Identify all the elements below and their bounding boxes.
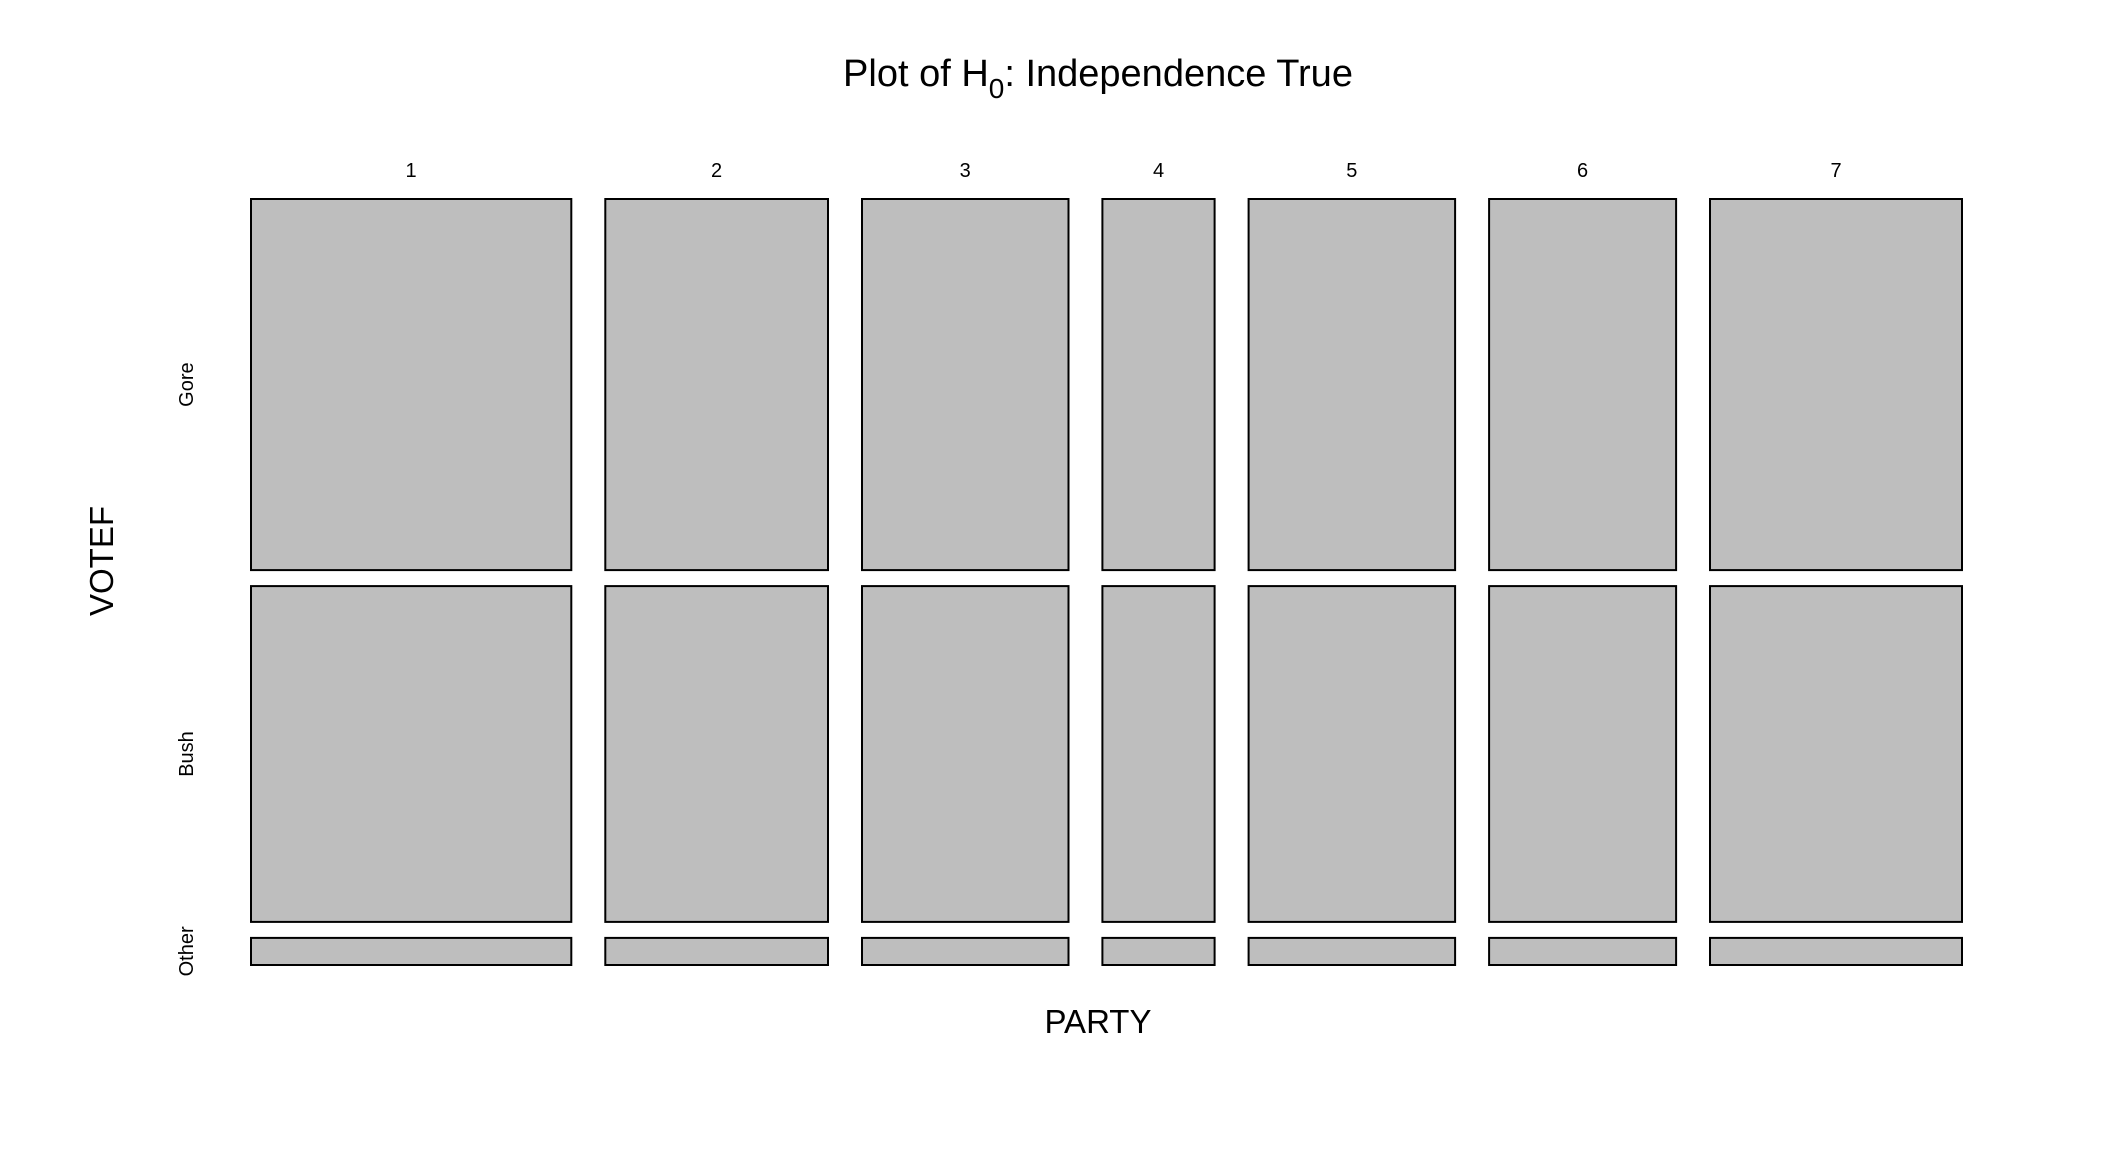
tile-2-gore bbox=[604, 198, 829, 572]
x-tick-label-7: 7 bbox=[1830, 160, 1841, 182]
x-tick-label-2: 2 bbox=[711, 160, 722, 182]
y-axis-label: VOTEF bbox=[83, 506, 120, 616]
tile-6-gore bbox=[1488, 198, 1678, 572]
tile-6-bush bbox=[1488, 585, 1678, 923]
y-tick-label-gore: Gore bbox=[176, 362, 198, 406]
tile-7-other bbox=[1709, 936, 1963, 967]
tile-2-bush bbox=[604, 585, 829, 923]
tile-6-other bbox=[1488, 936, 1678, 967]
tile-4-other bbox=[1101, 936, 1216, 967]
x-tick-label-6: 6 bbox=[1577, 160, 1588, 182]
x-axis-label: PARTY bbox=[1045, 1003, 1152, 1040]
mosaic-tiles bbox=[250, 198, 1963, 967]
y-tick-labels: Gore Bush Other bbox=[176, 362, 198, 976]
tile-3-gore bbox=[861, 198, 1070, 572]
tile-3-other bbox=[861, 936, 1070, 967]
tile-1-bush bbox=[250, 585, 573, 923]
tile-3-bush bbox=[861, 585, 1070, 923]
x-tick-label-3: 3 bbox=[960, 160, 971, 182]
x-tick-label-4: 4 bbox=[1153, 160, 1164, 182]
tile-7-bush bbox=[1709, 585, 1963, 923]
tile-2-other bbox=[604, 936, 829, 967]
y-tick-label-bush: Bush bbox=[176, 731, 198, 777]
y-tick-label-other: Other bbox=[176, 926, 198, 976]
tile-4-bush bbox=[1101, 585, 1216, 923]
tile-4-gore bbox=[1101, 198, 1216, 572]
chart-title-subscript: 0 bbox=[989, 73, 1005, 104]
tile-5-bush bbox=[1247, 585, 1457, 923]
chart-title: Plot of H0: Independence True bbox=[843, 53, 1353, 104]
tile-1-other bbox=[250, 936, 573, 967]
x-tick-label-1: 1 bbox=[406, 160, 417, 182]
chart-title-suffix: : Independence True bbox=[1004, 53, 1353, 95]
tile-5-other bbox=[1247, 936, 1457, 967]
x-tick-label-5: 5 bbox=[1346, 160, 1357, 182]
tile-7-gore bbox=[1709, 198, 1963, 572]
chart-title-prefix: Plot of H bbox=[843, 53, 989, 95]
x-tick-labels: 1 2 3 4 5 6 7 bbox=[406, 160, 1842, 182]
tile-5-gore bbox=[1247, 198, 1457, 572]
tile-1-gore bbox=[250, 198, 573, 572]
